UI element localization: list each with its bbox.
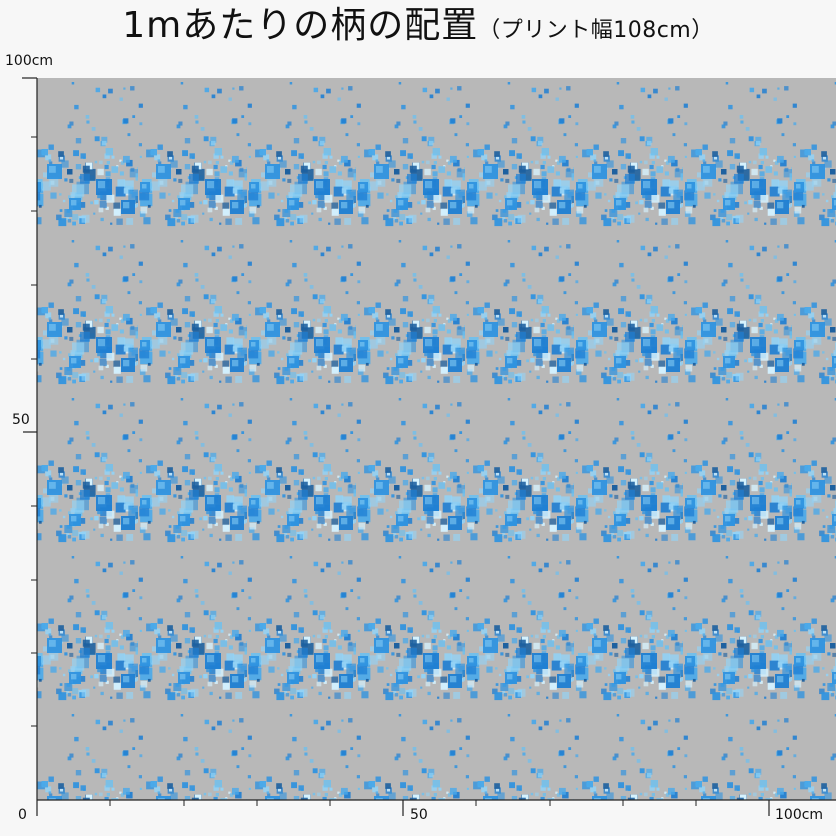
y-axis-top-label: 100cm xyxy=(5,53,54,69)
y-axis-ticks xyxy=(22,77,37,727)
pattern-svg xyxy=(37,78,836,800)
pattern-motif-fill xyxy=(37,78,836,800)
fabric-pattern-preview xyxy=(37,78,836,800)
y-axis-mid-label: 50 xyxy=(12,412,30,428)
x-axis-mid-label: 50 xyxy=(410,807,428,823)
page-title: 1mあたりの柄の配置（プリント幅108cm） xyxy=(0,8,836,44)
x-axis-origin-label: 0 xyxy=(18,807,27,823)
title-main: 1mあたりの柄の配置 xyxy=(122,5,479,46)
x-axis-end-label: 100cm xyxy=(775,807,824,823)
x-axis-ticks xyxy=(36,800,770,816)
title-subtitle: （プリント幅108cm） xyxy=(478,18,714,43)
